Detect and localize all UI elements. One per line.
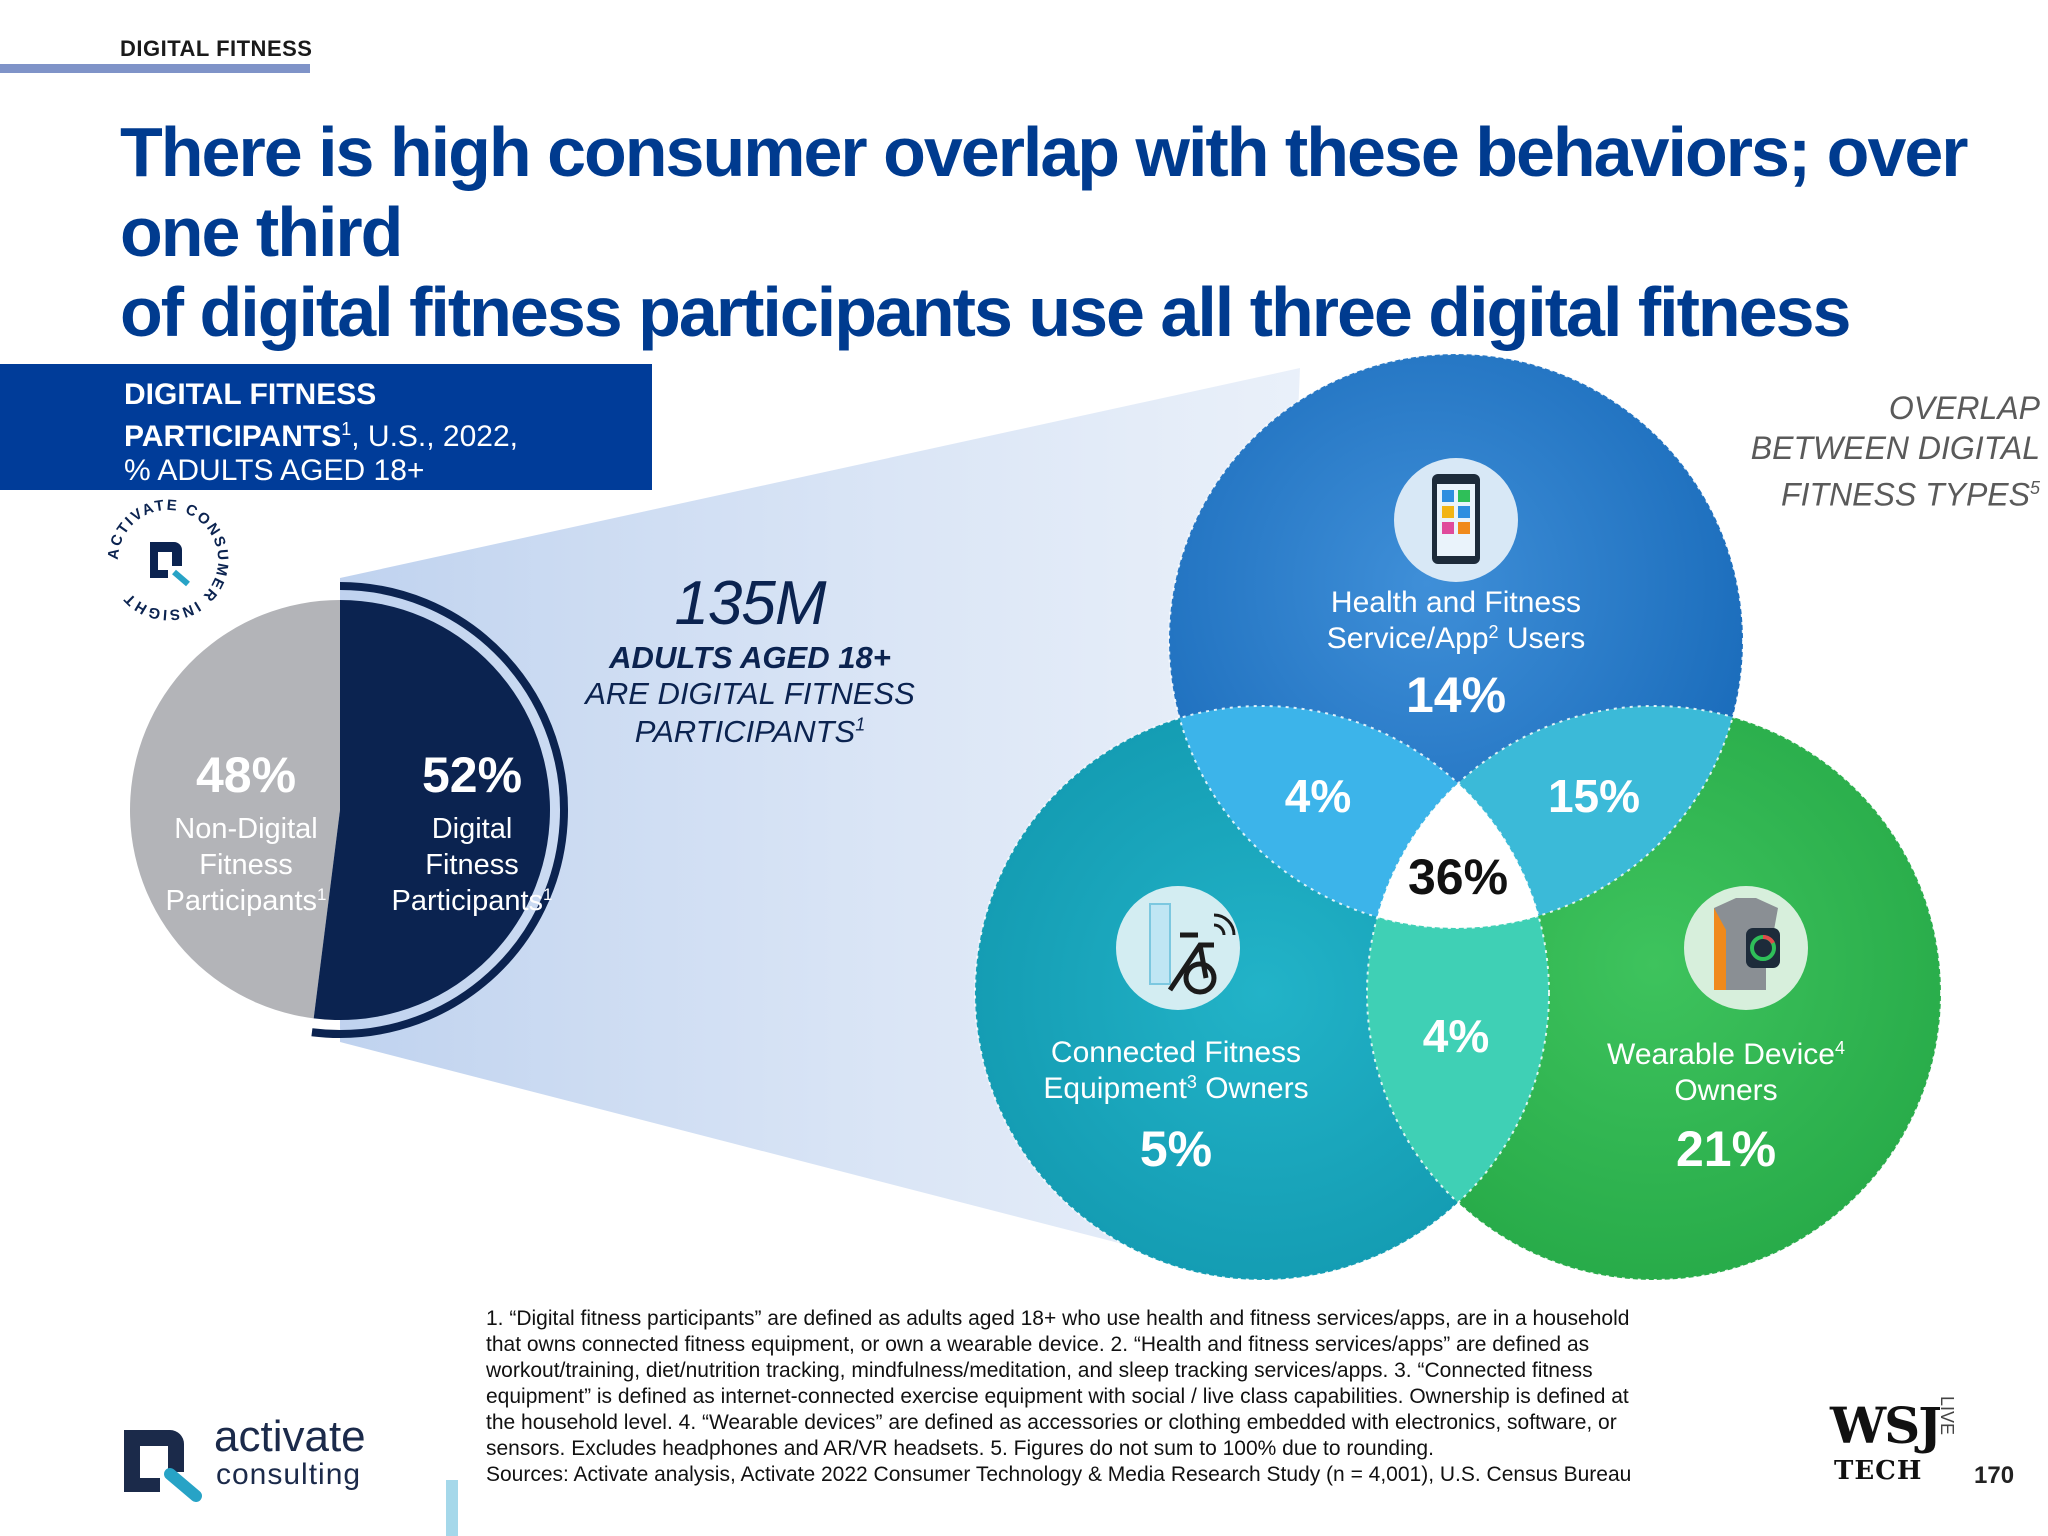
pie-value-non-digital: 48%	[196, 747, 296, 803]
smartphone-apps-icon	[1394, 458, 1518, 582]
pie-slice-digital	[313, 600, 550, 1020]
venn-value-connected-wearables: 4%	[1423, 1010, 1489, 1062]
pie-chart: 48% Non-Digital Fitness Participants1 52% Dig…	[129, 582, 568, 1038]
venn-label-connected-line2: Equipment3 Owners	[1043, 1072, 1308, 1105]
footnote-line: the household level. 4. “Wearable device…	[486, 1411, 1617, 1434]
venn-value-health-wearables: 15%	[1548, 770, 1640, 822]
callout-line-3: PARTICIPANTS1	[634, 714, 866, 749]
exercise-bike-icon	[1116, 886, 1240, 1010]
overlap-label-line-3: FITNESS TYPES5	[1781, 476, 2040, 513]
overlap-label-line-1: OVERLAP	[1888, 390, 2040, 426]
section-underline	[0, 64, 310, 73]
venn-value-all-three: 36%	[1408, 849, 1508, 905]
logo-wordmark: activate	[214, 1412, 366, 1461]
footnotes: 1. “Digital fitness participants” are de…	[486, 1306, 1786, 1488]
activate-logo-mark-icon	[150, 542, 182, 578]
footnote-line: 1. “Digital fitness participants” are de…	[486, 1307, 1630, 1330]
footnote-line: equipment” is defined as internet-connec…	[486, 1385, 1629, 1408]
footnote-line: workout/training, diet/nutrition trackin…	[486, 1359, 1593, 1382]
box-line-3: % ADULTS AGED 18+	[124, 454, 425, 487]
chart-subject-box: DIGITAL FITNESS PARTICIPANTS1, U.S., 202…	[0, 364, 652, 490]
box-line-2: PARTICIPANTS1, U.S., 2022,	[124, 419, 519, 453]
pie-label-non-digital-line: Participants1	[166, 885, 327, 917]
pie-label-non-digital-line: Fitness	[199, 849, 292, 881]
wsj-live-label: LIVE	[1937, 1396, 1957, 1436]
activate-logo-icon	[124, 1430, 202, 1502]
venn-value-wearables: 21%	[1676, 1121, 1776, 1177]
pie-value-digital: 52%	[422, 747, 522, 803]
overlap-label: OVERLAP BETWEEN DIGITAL FITNESS TYPES5	[1660, 388, 2040, 515]
wsj-logo: WSJ	[1830, 1396, 1942, 1455]
footnote-line: that owns connected fitness equipment, o…	[486, 1333, 1590, 1356]
callout-line-2: ARE DIGITAL FITNESS	[585, 676, 915, 711]
pie-slice-non-digital	[129, 600, 340, 1019]
consumer-insight-badge: ACTIVATE CONSUMER INSIGHT	[105, 497, 230, 624]
venn-diagram: Health and Fitness Service/App2 Users 14…	[974, 353, 1942, 1281]
venn-label-health-line2: Service/App2 Users	[1327, 622, 1585, 655]
venn-region-all-three	[1367, 706, 1549, 928]
smartwatch-shirt-icon	[1684, 886, 1808, 1010]
box-line-1: DIGITAL FITNESS	[124, 378, 377, 411]
page-title-line-1: There is high consumer overlap with thes…	[120, 113, 1969, 271]
pie-label-digital-line: Digital	[432, 813, 513, 845]
page-number: 170	[1974, 1462, 2015, 1489]
callout-line-1: ADULTS AGED 18+	[609, 640, 891, 675]
logo-subtitle: consulting	[216, 1458, 362, 1491]
pie-label-non-digital-line: Non-Digital	[174, 813, 317, 845]
callout-number: 135M	[674, 569, 826, 638]
overlap-label-line-2: BETWEEN DIGITAL	[1750, 430, 2040, 466]
pie-highlight-ring	[311, 582, 568, 1038]
accent-bar	[446, 1480, 458, 1536]
pie-label-digital-line: Fitness	[425, 849, 518, 881]
venn-value-health-connected: 4%	[1285, 770, 1351, 822]
section-tag: DIGITAL FITNESS	[120, 36, 313, 61]
pie-label-digital-line: Participants1	[392, 885, 553, 917]
venn-value-connected: 5%	[1140, 1121, 1212, 1177]
wsj-tech-logo: TECH	[1834, 1456, 1923, 1486]
venn-label-connected-line1: Connected Fitness	[1051, 1036, 1301, 1069]
venn-label-health-line1: Health and Fitness	[1331, 586, 1581, 619]
venn-label-wearables-line2: Owners	[1674, 1074, 1777, 1107]
venn-label-wearables-line1: Wearable Device4	[1607, 1038, 1845, 1071]
footnote-sources: Sources: Activate analysis, Activate 202…	[486, 1463, 1632, 1486]
venn-value-health: 14%	[1406, 667, 1506, 723]
footnote-line: sensors. Excludes headphones and AR/VR h…	[486, 1437, 1434, 1460]
